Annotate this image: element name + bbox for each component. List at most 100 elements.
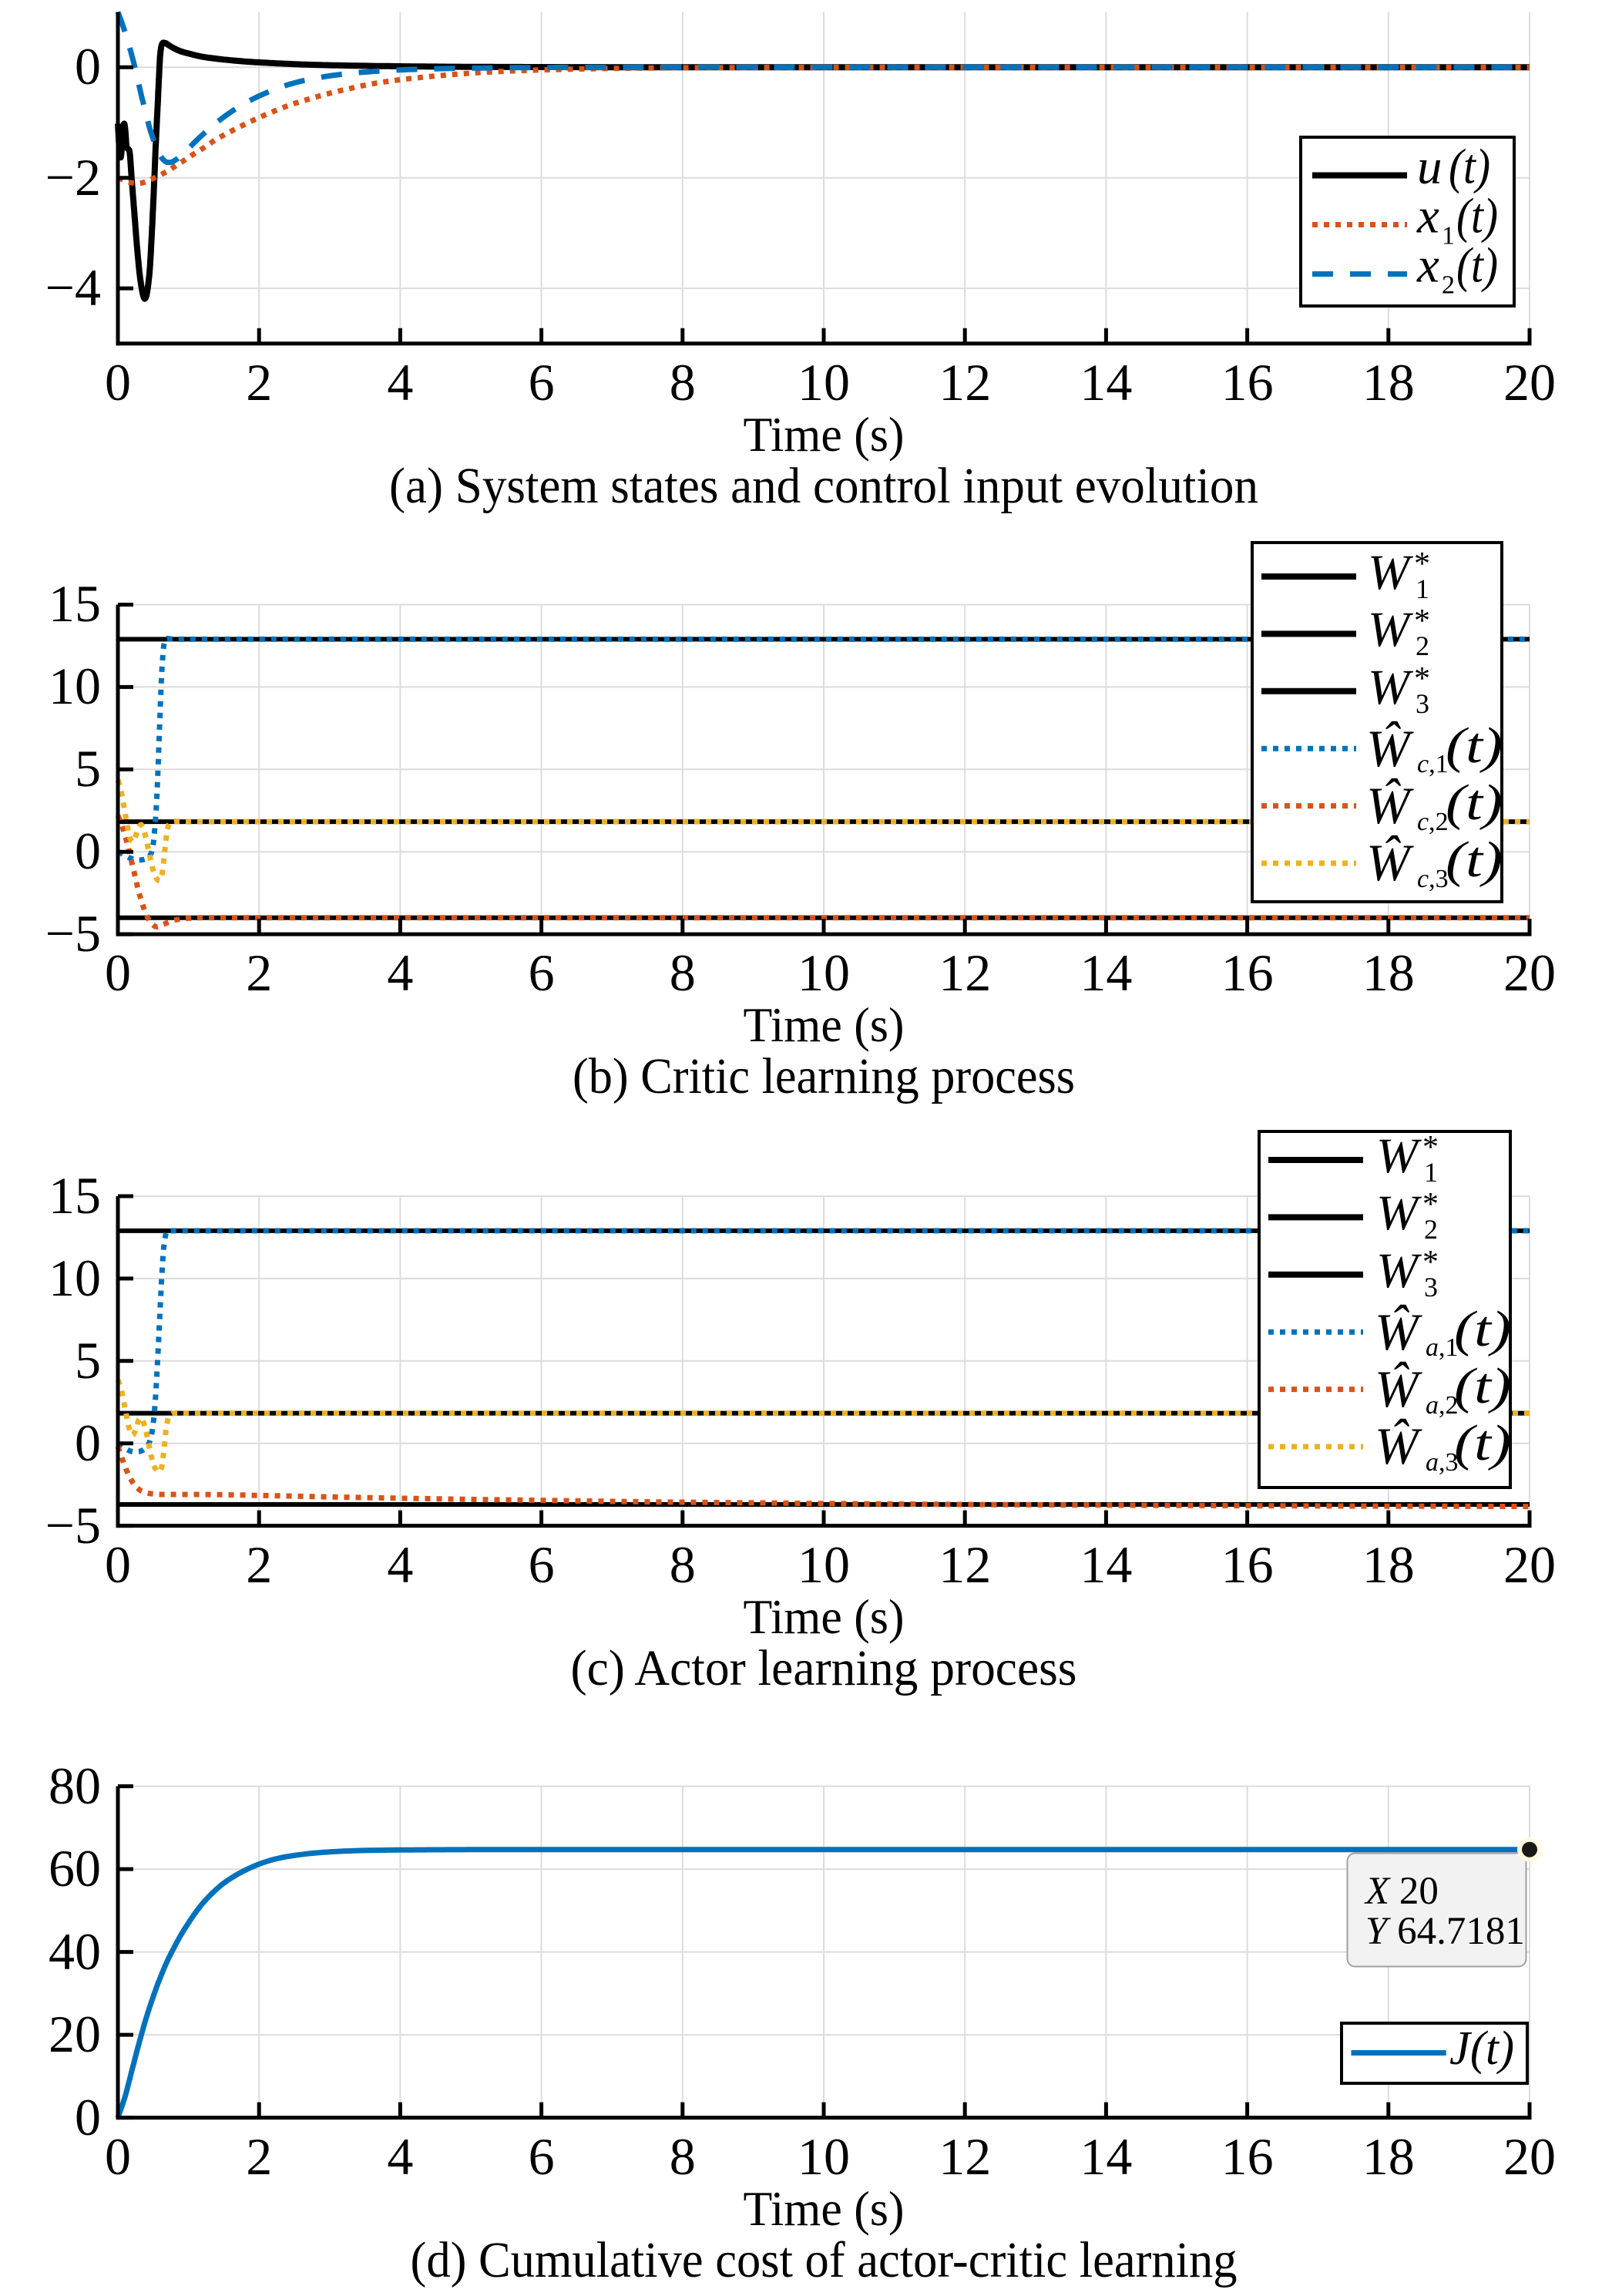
svg-text:Time (s): Time (s) <box>744 997 905 1052</box>
svg-text:−4: −4 <box>45 258 101 317</box>
svg-text:2: 2 <box>246 1535 272 1594</box>
svg-text:*: * <box>1422 1130 1439 1165</box>
svg-text:3: 3 <box>1416 688 1429 719</box>
svg-text:2: 2 <box>1442 271 1455 300</box>
svg-text:(d) Cumulative cost of actor-c: (d) Cumulative cost of actor-critic lear… <box>411 2232 1238 2288</box>
svg-text:18: 18 <box>1362 2127 1415 2186</box>
svg-text:8: 8 <box>670 2127 696 2186</box>
svg-text:2: 2 <box>246 2127 272 2186</box>
svg-text:(t): (t) <box>1454 1415 1511 1471</box>
svg-text:2: 2 <box>1416 630 1429 661</box>
svg-text:Ŵ: Ŵ <box>1375 1303 1422 1361</box>
svg-text:W: W <box>1376 1185 1422 1241</box>
svg-text:12: 12 <box>939 353 991 412</box>
svg-text:−2: −2 <box>45 148 101 207</box>
svg-text:a,3: a,3 <box>1426 1448 1459 1477</box>
svg-text:16: 16 <box>1221 1535 1274 1594</box>
svg-text:(t): (t) <box>1454 1358 1511 1414</box>
svg-text:2: 2 <box>1424 1214 1438 1245</box>
svg-text:W: W <box>1368 602 1414 657</box>
svg-text:*: * <box>1414 546 1430 582</box>
svg-text:Y 64.7181: Y 64.7181 <box>1365 1910 1525 1953</box>
svg-text:W: W <box>1376 1243 1422 1299</box>
svg-text:Time (s): Time (s) <box>744 2181 905 2236</box>
svg-text:0: 0 <box>105 943 131 1002</box>
svg-text:16: 16 <box>1221 943 1274 1002</box>
svg-text:c,1: c,1 <box>1417 750 1449 778</box>
svg-text:W: W <box>1368 545 1414 600</box>
svg-text:Ŵ: Ŵ <box>1375 1417 1422 1475</box>
svg-text:16: 16 <box>1221 2127 1274 2186</box>
svg-text:a,2: a,2 <box>1426 1391 1459 1420</box>
svg-text:4: 4 <box>387 1535 413 1594</box>
svg-text:60: 60 <box>49 1839 101 1898</box>
svg-text:a,1: a,1 <box>1426 1333 1459 1362</box>
svg-text:*: * <box>1414 603 1430 639</box>
svg-text:40: 40 <box>49 1922 101 1981</box>
svg-text:c,2: c,2 <box>1417 808 1449 836</box>
svg-text:5: 5 <box>75 739 101 798</box>
svg-text:80: 80 <box>49 1756 101 1815</box>
svg-text:8: 8 <box>670 1535 696 1594</box>
svg-text:*: * <box>1414 661 1430 697</box>
svg-text:(t): (t) <box>1446 775 1503 831</box>
svg-text:18: 18 <box>1362 943 1415 1002</box>
svg-text:4: 4 <box>387 2127 413 2186</box>
svg-text:(c) Actor learning process: (c) Actor learning process <box>571 1640 1077 1696</box>
svg-text:x: x <box>1416 189 1439 244</box>
svg-text:20: 20 <box>1503 2127 1556 2186</box>
svg-text:Ŵ: Ŵ <box>1366 776 1414 835</box>
svg-text:12: 12 <box>939 2127 991 2186</box>
svg-text:4: 4 <box>387 943 413 1002</box>
svg-text:1: 1 <box>1424 1157 1438 1188</box>
svg-text:15: 15 <box>49 574 101 633</box>
svg-text:(a) System states and control: (a) System states and control input evol… <box>389 458 1258 514</box>
svg-text:(t): (t) <box>1449 140 1490 195</box>
svg-text:−5: −5 <box>45 1496 101 1555</box>
svg-text:14: 14 <box>1080 2127 1132 2186</box>
svg-text:Ŵ: Ŵ <box>1375 1360 1422 1418</box>
svg-text:20: 20 <box>1503 353 1556 412</box>
svg-text:6: 6 <box>529 943 555 1002</box>
svg-text:14: 14 <box>1080 1535 1132 1594</box>
svg-text:W: W <box>1368 660 1414 715</box>
svg-text:2: 2 <box>246 943 272 1002</box>
svg-text:X 20: X 20 <box>1364 1870 1439 1913</box>
svg-text:c,3: c,3 <box>1417 865 1449 893</box>
svg-text:(t): (t) <box>1454 1301 1511 1357</box>
svg-text:W: W <box>1376 1128 1422 1184</box>
svg-text:Ŵ: Ŵ <box>1366 833 1414 892</box>
svg-text:3: 3 <box>1424 1272 1438 1303</box>
svg-text:14: 14 <box>1080 943 1132 1002</box>
svg-text:4: 4 <box>387 353 413 412</box>
svg-text:6: 6 <box>529 353 555 412</box>
svg-text:10: 10 <box>798 353 850 412</box>
svg-text:x: x <box>1416 238 1439 294</box>
svg-text:Ŵ: Ŵ <box>1366 719 1414 778</box>
svg-text:1: 1 <box>1442 222 1455 250</box>
svg-text:12: 12 <box>939 943 991 1002</box>
svg-text:10: 10 <box>798 943 850 1002</box>
svg-text:u: u <box>1417 140 1442 195</box>
svg-text:6: 6 <box>529 2127 555 2186</box>
svg-text:Time (s): Time (s) <box>744 407 905 462</box>
svg-text:0: 0 <box>75 37 101 96</box>
svg-text:8: 8 <box>670 353 696 412</box>
svg-text:0: 0 <box>105 1535 131 1594</box>
svg-text:20: 20 <box>1503 1535 1556 1594</box>
svg-text:0: 0 <box>75 822 101 880</box>
svg-text:(t): (t) <box>1456 238 1498 294</box>
svg-text:5: 5 <box>75 1331 101 1390</box>
svg-text:8: 8 <box>670 943 696 1002</box>
svg-text:0: 0 <box>105 2127 131 2186</box>
svg-text:16: 16 <box>1221 353 1274 412</box>
svg-text:0: 0 <box>75 1414 101 1472</box>
svg-text:10: 10 <box>49 1249 101 1307</box>
svg-text:6: 6 <box>529 1535 555 1594</box>
svg-text:10: 10 <box>49 657 101 715</box>
svg-text:(b) Critic learning process: (b) Critic learning process <box>573 1048 1075 1104</box>
svg-text:10: 10 <box>798 1535 850 1594</box>
svg-text:20: 20 <box>49 2005 101 2063</box>
svg-text:18: 18 <box>1362 1535 1415 1594</box>
svg-text:12: 12 <box>939 1535 991 1594</box>
